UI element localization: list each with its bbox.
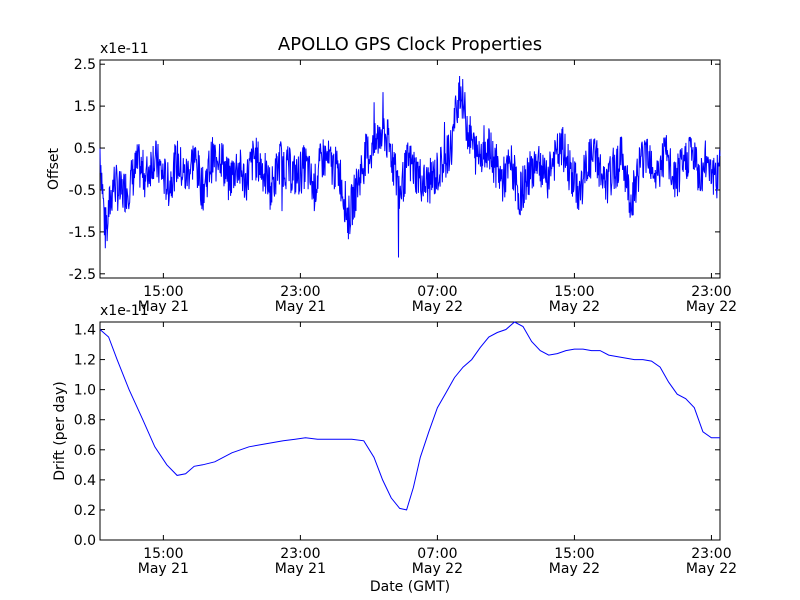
offset-x-tick-time: 07:00 xyxy=(417,284,457,300)
drift-y-axis-label: Drift (per day) xyxy=(52,381,68,480)
drift-x-axis-label: Date (GMT) xyxy=(370,579,450,595)
offset-y-tick-label: 0.5 xyxy=(74,141,96,157)
drift-x-tick-date: May 21 xyxy=(138,561,189,577)
drift-x-tick-date: May 21 xyxy=(275,561,326,577)
offset-x-tick-date: May 22 xyxy=(549,299,600,315)
offset-y-tick-label: 2.5 xyxy=(74,57,96,73)
drift-y-tick-label: 0.8 xyxy=(74,413,96,429)
drift-y-tick-label: 1.2 xyxy=(74,353,96,369)
drift-plot-frame xyxy=(99,321,721,541)
drift-x-tick-date: May 22 xyxy=(686,561,737,577)
offset-x-tick-date: May 21 xyxy=(138,299,189,315)
drift-series-line xyxy=(99,321,720,511)
drift-x-tick-time: 23:00 xyxy=(280,546,320,562)
offset-x-tick-time: 15:00 xyxy=(554,284,594,300)
offset-x-tick-date: May 22 xyxy=(412,299,463,315)
offset-y-tick-label: -1.5 xyxy=(69,225,96,241)
offset-x-tick-time: 23:00 xyxy=(691,284,731,300)
drift-y-tick-label: 0.2 xyxy=(74,503,96,519)
drift-y-tick-label: 0.0 xyxy=(74,533,96,549)
offset-x-tick-time: 23:00 xyxy=(280,284,320,300)
offset-x-tick-date: May 21 xyxy=(275,299,326,315)
drift-x-tick-time: 23:00 xyxy=(691,546,731,562)
drift-x-tick-time: 15:00 xyxy=(143,546,183,562)
drift-y-tick-label: 1.4 xyxy=(74,323,96,339)
offset-panel: x1e-11 Offset -2.5 -1.5 -0.5 0.5 1.5 2.5 15:0… xyxy=(46,41,737,315)
drift-panel: x1e-11 Drift (per day) 0.0 0.2 0.4 0.6 0.8 1.… xyxy=(52,303,737,595)
drift-y-ticks: 0.0 0.2 0.4 0.6 0.8 1.0 1.2 1.4 xyxy=(74,323,720,549)
offset-x-tick-time: 15:00 xyxy=(143,284,183,300)
drift-scale-label: x1e-11 xyxy=(100,303,149,319)
offset-y-ticks: -2.5 -1.5 -0.5 0.5 1.5 2.5 xyxy=(69,57,720,283)
drift-y-tick-label: 1.0 xyxy=(74,383,96,399)
offset-scale-label: x1e-11 xyxy=(100,41,149,57)
drift-x-tick-date: May 22 xyxy=(412,561,463,577)
chart-title: APOLLO GPS Clock Properties xyxy=(278,34,542,55)
offset-y-tick-label: 1.5 xyxy=(74,99,96,115)
offset-series-line xyxy=(99,75,721,258)
drift-y-tick-label: 0.6 xyxy=(74,443,96,459)
drift-y-tick-label: 0.4 xyxy=(74,473,96,489)
drift-x-tick-time: 15:00 xyxy=(554,546,594,562)
offset-y-axis-label: Offset xyxy=(46,147,62,190)
offset-x-tick-date: May 22 xyxy=(686,299,737,315)
drift-x-tick-date: May 22 xyxy=(549,561,600,577)
drift-x-tick-time: 07:00 xyxy=(417,546,457,562)
offset-y-tick-label: -2.5 xyxy=(69,267,96,283)
offset-y-tick-label: -0.5 xyxy=(69,183,96,199)
